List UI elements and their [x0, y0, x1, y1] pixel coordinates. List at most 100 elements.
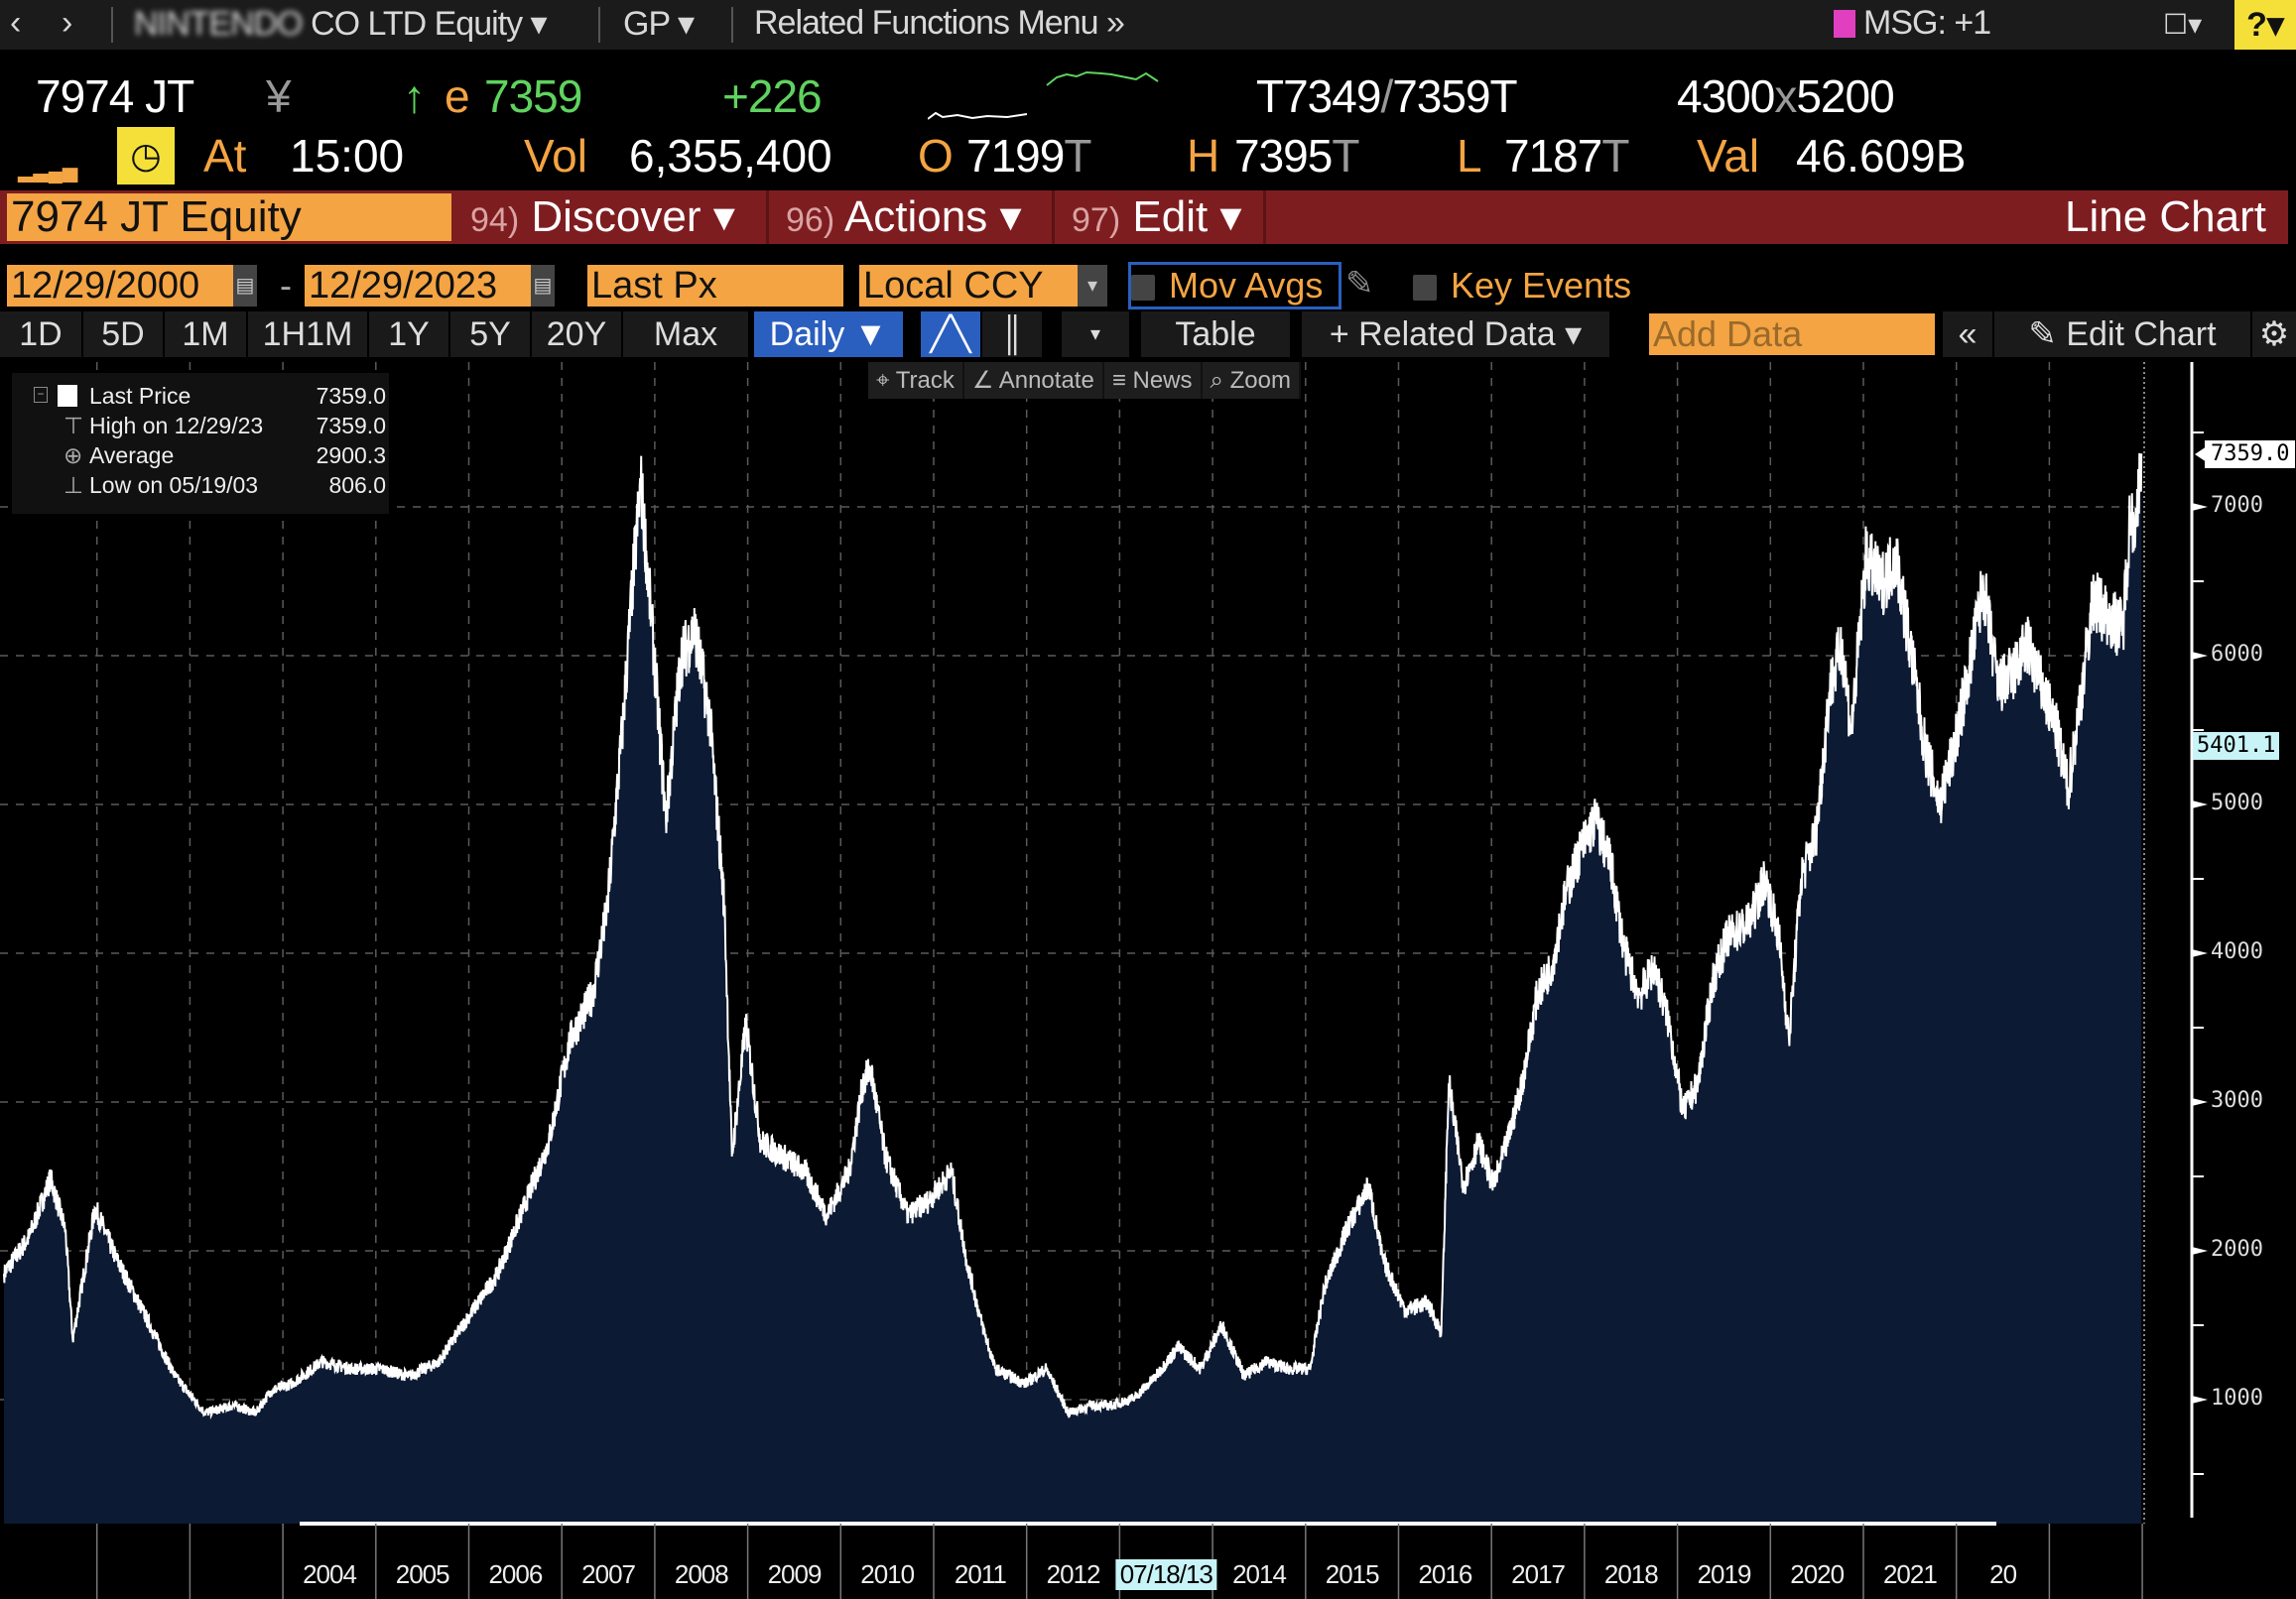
divider	[111, 7, 113, 43]
end-date-input[interactable]: 12/29/2023	[305, 265, 531, 307]
x-tick-label: 2007	[581, 1559, 636, 1589]
y-major-tick	[2192, 652, 2208, 660]
legend-high: ⊤ High on 12/29/23 7359.0	[64, 413, 386, 438]
bar-chart-icon[interactable]: ║	[982, 311, 1042, 357]
currency: ¥	[266, 70, 292, 122]
top-bar: ‹ › NINTENDO CO LTD Equity ▾ GP ▾ Relate…	[0, 0, 2296, 50]
open-price: 7199T	[966, 130, 1091, 182]
legend-last-price[interactable]: − Last Price 7359.0	[34, 381, 386, 411]
y-tick-label: 4000	[2211, 939, 2263, 964]
forward-arrow-icon[interactable]: ›	[62, 4, 73, 42]
date-dash: -	[280, 265, 292, 306]
y-tick-label: 1000	[2211, 1386, 2263, 1411]
x-tick-label: 2012	[1046, 1559, 1101, 1589]
collapse-icon[interactable]: −	[34, 387, 48, 403]
message-icon[interactable]	[1834, 10, 1855, 38]
range-1y[interactable]: 1Y	[369, 311, 448, 357]
range-20y[interactable]: 20Y	[532, 311, 621, 357]
security-input[interactable]: 7974 JT Equity	[7, 193, 451, 241]
chevron-down-icon[interactable]: ▾	[1078, 265, 1107, 307]
zoom-button[interactable]: ⌕ Zoom	[1203, 362, 1301, 399]
actions-menu[interactable]: 96) Actions ▾	[772, 190, 1055, 244]
y-tick-label: 2000	[2211, 1237, 2263, 1262]
edit-chart-button[interactable]: ✎ Edit Chart	[1994, 311, 2250, 357]
x-tick-label: 2020	[1790, 1559, 1845, 1589]
collapse-button[interactable]: «	[1943, 311, 1992, 357]
chevron-down-icon[interactable]: ▾	[1062, 311, 1129, 357]
discover-menu[interactable]: 94) Discover ▾	[456, 190, 769, 244]
range-1m[interactable]: 1M	[165, 311, 246, 357]
ticker: 7974 JT	[36, 70, 194, 122]
net-change: +226	[722, 70, 823, 122]
related-data-menu[interactable]: + Related Data ▾	[1302, 311, 1609, 357]
range-max[interactable]: Max	[623, 311, 748, 357]
x-tick-label: 2010	[860, 1559, 915, 1589]
last-price: 7359	[484, 70, 582, 122]
annotate-button[interactable]: ∠ Annotate	[964, 362, 1104, 399]
key-events-checkbox[interactable]: Key Events	[1413, 265, 1631, 307]
average-marker-icon: ⊕	[64, 442, 83, 468]
field-select[interactable]: Last Px	[587, 265, 843, 307]
divider	[731, 7, 733, 43]
checkbox-icon	[1413, 275, 1437, 302]
price-area-fill	[4, 452, 2142, 1524]
frequency-select[interactable]: Daily ▼	[754, 311, 903, 357]
price-line	[3, 452, 2143, 1420]
divider	[598, 7, 600, 43]
traded-value: 46.609B	[1796, 130, 1967, 182]
x-tick-label: 2019	[1697, 1559, 1752, 1589]
open-label: O	[918, 130, 954, 182]
bid-ask: T7349/7359T	[1256, 70, 1518, 122]
e-flag: e	[445, 70, 470, 122]
range-1h1m[interactable]: 1H1M	[248, 311, 367, 357]
back-arrow-icon[interactable]: ‹	[10, 4, 22, 42]
chart-legend[interactable]: − Last Price 7359.0 ⊤ High on 12/29/23 735…	[12, 373, 389, 514]
range-5y[interactable]: 5Y	[450, 311, 530, 357]
help-button[interactable]: ?▾	[2234, 0, 2296, 50]
view-title: Line Chart	[2064, 192, 2266, 241]
low-price: 7187T	[1504, 130, 1629, 182]
gear-icon[interactable]: ⚙	[2252, 311, 2296, 357]
pencil-icon[interactable]: ✎	[1345, 265, 1374, 303]
crosshair-value-tag: 5401.1	[2193, 732, 2280, 760]
x-tick-label: 20	[1989, 1559, 2017, 1589]
gridlines	[0, 362, 2144, 1524]
security-menu[interactable]: NINTENDO CO LTD Equity ▾	[134, 5, 548, 43]
function-menu[interactable]: GP ▾	[623, 5, 695, 43]
track-button[interactable]: ⌖ Track	[868, 362, 964, 399]
range-1d[interactable]: 1D	[0, 311, 81, 357]
x-tick-label: 2016	[1418, 1559, 1472, 1589]
high-marker-icon: ⊤	[64, 413, 84, 438]
mov-avgs-checkbox[interactable]: Mov Avgs	[1128, 262, 1341, 309]
low-label: L	[1457, 130, 1482, 182]
start-date-input[interactable]: 12/29/2000	[7, 265, 233, 307]
table-button[interactable]: Table	[1141, 311, 1290, 357]
currency-select[interactable]: Local CCY	[859, 265, 1078, 307]
y-tick-label: 5000	[2211, 791, 2263, 815]
value-label: Val	[1697, 130, 1760, 182]
y-major-tick	[2192, 1396, 2208, 1404]
series-swatch	[58, 385, 77, 407]
x-tick-label: 2006	[488, 1559, 543, 1589]
crosshair-date-tag: 07/18/13	[1115, 1559, 1216, 1590]
y-tick-label: 6000	[2211, 642, 2263, 667]
edit-menu[interactable]: 97) Edit ▾	[1058, 190, 1266, 244]
window-icon[interactable]: ☐▾	[2163, 9, 2203, 40]
last-price-pointer	[2195, 446, 2207, 462]
news-button[interactable]: ≡ News	[1104, 362, 1203, 399]
legend-average: ⊕ Average 2900.3	[64, 442, 386, 468]
calendar-icon[interactable]: ▤	[233, 265, 257, 307]
legend-low: ⊥ Low on 05/19/03 806.0	[64, 472, 386, 498]
x-tick-label: 2015	[1325, 1559, 1380, 1589]
range-5d[interactable]: 5D	[83, 311, 163, 357]
add-data-input[interactable]: Add Data	[1649, 313, 1935, 355]
calendar-icon[interactable]: ▤	[531, 265, 555, 307]
y-major-tick	[2192, 1247, 2208, 1255]
related-functions-menu[interactable]: Related Functions Menu »	[754, 4, 1125, 42]
gauge-icon[interactable]: ◷	[117, 127, 175, 184]
checkbox-icon	[1131, 275, 1155, 302]
line-chart-icon[interactable]: ╱╲	[921, 311, 980, 357]
messages-button[interactable]: MSG: +1	[1863, 4, 1991, 42]
trade-time: 15:00	[290, 130, 405, 182]
